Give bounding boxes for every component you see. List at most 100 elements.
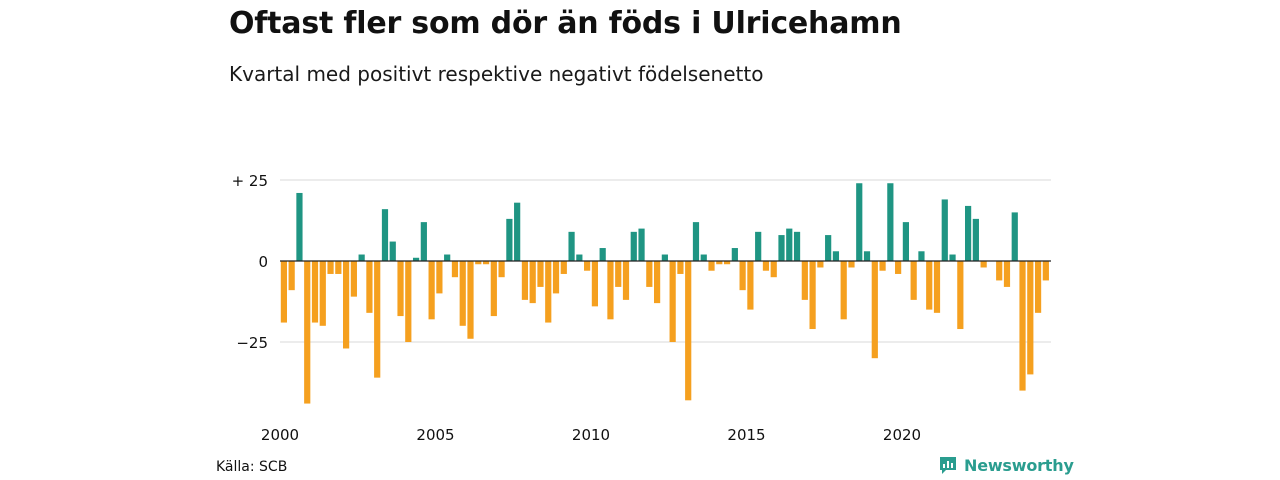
source-note: Källa: SCB [216,459,288,475]
bar [879,261,886,271]
bar [1019,261,1026,391]
bar [374,261,381,378]
bar [584,261,591,271]
bar [762,261,770,271]
bar [793,231,801,261]
bar [926,261,933,310]
bar [646,261,653,287]
bar [1027,261,1034,375]
bar [607,261,614,320]
bar [1042,261,1049,281]
bar [389,241,396,261]
bar [731,248,738,261]
y-tick-label: + 25 [232,172,268,190]
bar [817,261,824,268]
bar [358,254,365,261]
bar [436,261,443,294]
bar [467,261,474,339]
bar [506,218,513,261]
bar [972,218,979,261]
bar [444,254,451,261]
bar [1011,212,1018,261]
bar [343,261,350,349]
bar [723,261,731,265]
bar [319,261,326,326]
bar [856,183,863,261]
bar [622,261,630,300]
bar [902,222,909,261]
bar [591,261,598,307]
bar [638,228,645,261]
chart-subtitle: Kvartal med positivt respektive negativt… [229,62,764,86]
bar [280,261,287,323]
bar [412,257,420,261]
bar [957,261,964,330]
bar [832,251,840,261]
brand-name: Newsworthy [964,455,1074,475]
bar [895,261,902,274]
bar [482,261,490,265]
bar [545,261,552,323]
bar [949,254,956,261]
bar [863,251,871,261]
x-tick-label: 2000 [261,426,299,444]
bar [825,235,832,261]
bar [560,261,567,274]
x-axis-ticks: 2000 2005 2010 2015 2020 [261,426,921,444]
y-tick-label: −25 [236,334,268,352]
bar [910,261,917,300]
bar [871,261,878,359]
bar [685,261,692,401]
bar [654,261,661,304]
bar [327,261,334,274]
bar [770,261,777,278]
bar [980,261,987,268]
bar [350,261,357,297]
bar [576,254,583,261]
bar [840,261,847,320]
x-tick-label: 2005 [416,426,454,444]
bar [405,261,412,342]
bar [366,261,373,313]
bar [514,202,521,261]
bar [475,261,482,265]
bar [288,261,295,291]
bar [568,231,575,261]
bar [941,199,948,261]
bar [1034,261,1042,313]
bar [677,261,684,274]
bar [716,261,723,265]
y-tick-label: 0 [258,253,268,271]
newsworthy-icon [940,457,956,474]
bars [280,183,1049,404]
bar [552,261,560,294]
bar [692,222,700,261]
bar [335,261,342,274]
bar [778,235,785,261]
bar [599,248,606,261]
brand-logo: Newsworthy [938,455,1074,475]
x-tick-label: 2010 [572,426,610,444]
bar [996,261,1003,281]
bar [801,261,808,300]
bar [669,261,676,342]
bar [809,261,816,330]
bar [311,261,319,323]
x-tick-label: 2015 [727,426,765,444]
bar [490,261,497,317]
bar [521,261,529,300]
bar [739,261,746,291]
bar [887,183,894,261]
bar [304,261,311,404]
bar [397,261,404,317]
bar [786,228,793,261]
bar [537,261,544,287]
bar [451,261,459,278]
bar [918,251,925,261]
bar [708,261,715,271]
bar [933,261,941,313]
bar [420,222,427,261]
chart-title: Oftast fler som dör än föds i Ulricehamn [229,6,902,41]
bar [661,254,668,261]
